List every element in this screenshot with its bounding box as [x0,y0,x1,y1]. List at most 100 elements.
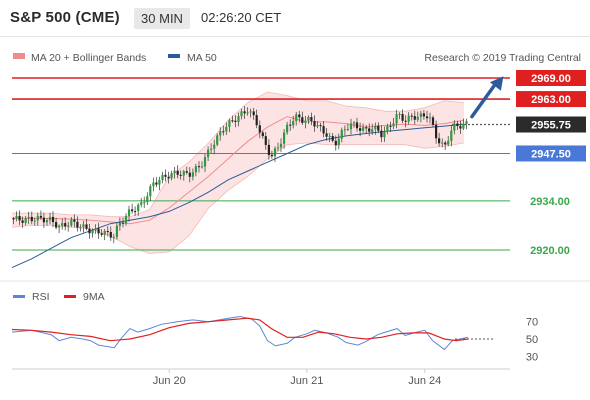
candle-body [349,123,353,130]
candle-body [88,228,91,234]
candle-body [155,182,158,185]
candle-body [100,233,103,235]
candle-body [210,148,213,150]
candle-body [419,113,422,117]
candle-body [425,116,429,119]
candle-body [368,128,371,132]
support-label-2920.00: 2920.00 [530,245,570,257]
candle-body [194,166,197,173]
candle-body [395,114,398,124]
instrument-title: S&P 500 (CME) [10,9,120,26]
resistance-label-box-2969.00 [516,70,586,86]
candle-body [27,216,30,219]
candle-body [380,130,383,138]
candle-body [283,132,286,144]
candle-body [143,202,146,204]
support-label-2934.00: 2934.00 [530,196,570,208]
candle-body [365,127,368,129]
candle-body [431,117,435,125]
candle-body [298,114,301,118]
candle-body [173,170,176,173]
candle-body [140,202,143,205]
header-divider [0,36,590,37]
rsi-series-RSI [11,315,469,351]
candle-body [401,114,404,121]
resistance-label-2963.00: 2963.00 [531,94,571,106]
candle-body [70,219,73,226]
timeframe-selector[interactable]: 30 MIN [134,8,190,29]
candle-body [398,114,401,115]
candle-body [21,220,24,223]
candle-body [246,112,249,114]
source-credit: Research © 2019 Trading Central [424,52,581,64]
candle-body [134,211,137,213]
candle-body [112,237,115,239]
candle-body [176,170,179,175]
candle-body [33,220,36,222]
candle-body [15,216,18,219]
candle-body [39,215,42,218]
candle-body [264,136,267,145]
candle-body [462,123,465,129]
candle-body [422,113,425,117]
candle-body [48,216,52,221]
candle-body [310,117,313,122]
x-label-Jun-21: Jun 21 [290,375,323,387]
candle-body [334,140,337,146]
candle-body [331,136,334,141]
candle-body [255,115,258,126]
candle-body [170,173,173,179]
candle-body [51,216,55,223]
candle-body [465,121,468,124]
candle-body [249,111,252,113]
candle-body [286,124,289,133]
candle-body [124,215,128,223]
candle-body [410,115,413,117]
candle-body [374,125,377,130]
candle-body [319,125,322,127]
chart-header: S&P 500 (CME) 30 MIN 02:26:20 CET [0,0,590,36]
ma20-legend-swatch [13,53,25,59]
last-label-box-2955.75 [516,116,586,133]
level-lines [12,77,510,251]
candle-body [237,116,240,122]
candle-body [164,174,167,177]
candle-body [340,129,343,139]
candle-body [450,130,453,141]
forecast-arrow-head [489,76,504,91]
candle-body [12,218,15,220]
ma20-legend-label: MA 20 + Bollinger Bands [31,52,146,64]
candle-body [413,116,416,120]
candle-body [258,125,261,133]
candle-body [67,225,70,227]
bollinger-upper-line [12,91,465,218]
candle-body [337,138,340,146]
candle-body [182,171,185,176]
candle-body [386,125,389,132]
candle-body [42,217,45,223]
resistance-label-2969.00: 2969.00 [531,73,571,85]
candle-body [79,227,82,229]
main-legend: MA 20 + Bollinger Bands MA 50 Research ©… [13,52,581,64]
candle-body [152,182,155,187]
candle-body [392,123,395,127]
candle-body [328,136,331,137]
candle-body [24,218,27,223]
candle-body [407,115,410,122]
candle-body [91,230,94,234]
candle-body [389,125,392,127]
ma50-legend-swatch [168,54,180,58]
candle-body [55,222,58,228]
x-axis-labels: Jun 20 Jun 21 Jun 24 [153,369,441,387]
candle-body [61,223,64,226]
candle-body [383,131,386,138]
candle-body [453,123,456,131]
candle-body [267,144,270,155]
candle-body [362,127,365,131]
candle-body [377,125,380,131]
candle-body [279,143,283,148]
candle-body [64,223,67,227]
candle-body [137,204,140,212]
candle-body [185,171,188,173]
